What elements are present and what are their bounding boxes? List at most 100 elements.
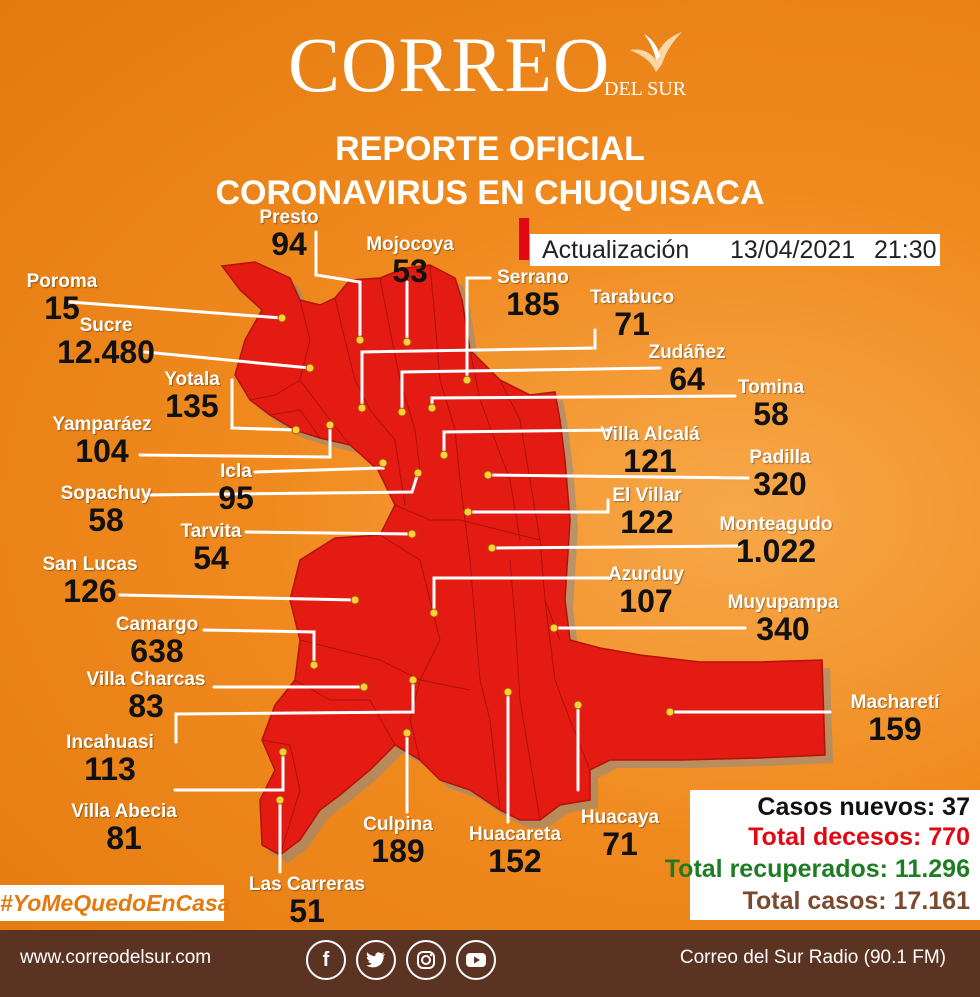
municipality-label-machareti: Macharetí 159: [851, 693, 940, 747]
location-dot-el-villar: [463, 507, 473, 517]
municipality-label-yamparaez: Yamparáez 104: [52, 415, 151, 469]
location-dot-las-carreras: [275, 795, 285, 805]
municipality-label-tarabuco: Tarabuco 71: [589, 287, 675, 342]
municipality-name: Zudáñez: [648, 342, 726, 363]
dove-logo-icon: [630, 32, 682, 72]
location-dot-san-lucas: [350, 595, 360, 605]
municipality-case-count: 94: [271, 226, 307, 262]
location-dot-villa-charcas: [359, 682, 369, 692]
municipality-name: Sucre: [79, 315, 133, 336]
municipality-label-incahuasi: Incahuasi 113: [66, 732, 154, 787]
municipality-name: Icla: [220, 461, 252, 482]
website-link[interactable]: www.correodelsur.com: [20, 947, 212, 968]
twitter-icon[interactable]: [356, 940, 396, 980]
leader-line-padilla: [486, 473, 750, 480]
location-dot-yotala: [291, 425, 301, 435]
municipality-case-count: 71: [602, 826, 638, 862]
municipality-case-count: 638: [130, 633, 184, 669]
municipality-case-count: 185: [506, 286, 560, 322]
leader-line-tarvita: [244, 530, 414, 536]
municipality-label-zudanez: Zudáñez 64: [648, 342, 726, 397]
municipality-label-icla: Icla 95: [218, 461, 254, 515]
leader-line-monteagudo: [490, 544, 742, 550]
municipality-label-mojocoya: Mojocoya 53: [366, 234, 454, 288]
hashtag: #YoMeQuedoEnCasa: [0, 885, 230, 921]
youtube-icon[interactable]: [456, 940, 496, 980]
municipality-label-villa-alcala: Villa Alcalá 121: [600, 425, 699, 478]
municipality-label-muyupampa: Muyupampa 340: [728, 593, 839, 647]
update-time: 21:30: [874, 236, 937, 264]
chuquisaca-map: [143, 261, 833, 863]
municipality-name: Mojocoya: [366, 234, 454, 255]
update-label: Actualización: [542, 236, 690, 264]
municipality-case-count: 113: [84, 751, 136, 787]
leader-line-incahuasi: [174, 678, 415, 744]
municipality-label-tomina: Tomina 58: [737, 377, 805, 432]
location-dot-tarabuco: [357, 403, 367, 413]
leader-line-sopachuy: [143, 471, 420, 497]
municipality-label-villa-charcas: Villa Charcas 83: [86, 669, 206, 724]
correo-del-sur-logo: CORREO DEL SUR: [288, 22, 708, 107]
update-date: 13/04/2021: [730, 236, 856, 264]
municipality-name: Azurduy: [608, 564, 684, 585]
municipality-case-count: 126: [63, 573, 117, 609]
municipality-case-count: 320: [753, 466, 807, 502]
municipality-label-azurduy: Azurduy 107: [608, 564, 684, 618]
municipality-case-count: 1.022: [735, 533, 817, 569]
leader-line-villa-alcala: [442, 428, 614, 457]
municipality-case-count: 12.480: [57, 334, 155, 370]
municipality-case-count: 104: [75, 433, 129, 469]
leader-line-el-villar: [466, 498, 610, 514]
municipality-name: Villa Charcas: [86, 669, 206, 690]
municipality-case-count: 64: [669, 361, 705, 397]
location-dot-incahuasi: [408, 675, 418, 685]
facebook-icon[interactable]: f: [306, 940, 346, 980]
municipality-case-count: 159: [868, 711, 922, 747]
municipality-case-count: 71: [614, 306, 650, 342]
municipality-name: Presto: [259, 207, 319, 228]
summary-box: Casos nuevos: 37 Total decesos: 770 Tota…: [665, 790, 980, 920]
municipality-case-count: 189: [371, 833, 425, 869]
municipality-case-count: 51: [289, 893, 325, 929]
municipality-name: Tarabuco: [589, 287, 675, 308]
municipality-label-tarvita: Tarvita 54: [181, 522, 242, 575]
municipality-case-count: 15: [44, 290, 80, 326]
municipality-label-padilla: Padilla 320: [749, 448, 810, 502]
municipality-name: El Villar: [612, 485, 682, 506]
location-dot-tarvita: [407, 529, 417, 539]
location-dot-villa-abecia: [278, 747, 288, 757]
update-box: Actualización 13/04/2021 21:30: [530, 234, 940, 266]
location-dot-poroma: [277, 313, 287, 323]
municipality-case-count: 58: [753, 396, 789, 432]
municipality-name: Las Carreras: [248, 874, 366, 895]
location-dot-padilla: [483, 470, 493, 480]
leader-line-serrano: [465, 276, 492, 382]
municipality-label-villa-abecia: Villa Abecia 81: [71, 802, 177, 855]
municipality-name: Huacaya: [580, 807, 660, 828]
leader-line-villa-abecia: [173, 750, 285, 792]
municipality-case-count: 135: [165, 388, 219, 424]
leader-line-sucre: [143, 350, 312, 370]
location-dot-machareti: [665, 707, 675, 717]
municipality-label-el-villar: El Villar 122: [612, 485, 682, 539]
municipality-case-count: 340: [756, 611, 810, 647]
location-dot-muyupampa: [549, 623, 559, 633]
instagram-icon[interactable]: [406, 940, 446, 980]
municipality-case-count: 83: [128, 688, 164, 724]
location-dot-serrano: [462, 375, 472, 385]
municipality-name: Incahuasi: [66, 732, 154, 753]
location-dot-tomina: [427, 403, 437, 413]
municipality-label-sopachuy: Sopachuy 58: [61, 484, 152, 537]
municipality-label-sucre: Sucre 12.480: [57, 315, 155, 370]
leader-line-azurduy: [432, 576, 610, 615]
municipality-label-huacaya: Huacaya 71: [580, 807, 660, 862]
leader-line-tarabuco: [360, 328, 597, 410]
municipality-case-count: 152: [488, 843, 542, 879]
municipality-label-yotala: Yotala 135: [164, 370, 220, 424]
leader-line-camargo: [202, 628, 316, 667]
municipality-name: Tomina: [737, 377, 805, 398]
location-dot-yamparaez: [325, 420, 335, 430]
municipality-name: Monteagudo: [719, 514, 833, 535]
location-dot-huacareta: [503, 687, 513, 697]
municipality-label-culpina: Culpina 189: [363, 815, 433, 869]
